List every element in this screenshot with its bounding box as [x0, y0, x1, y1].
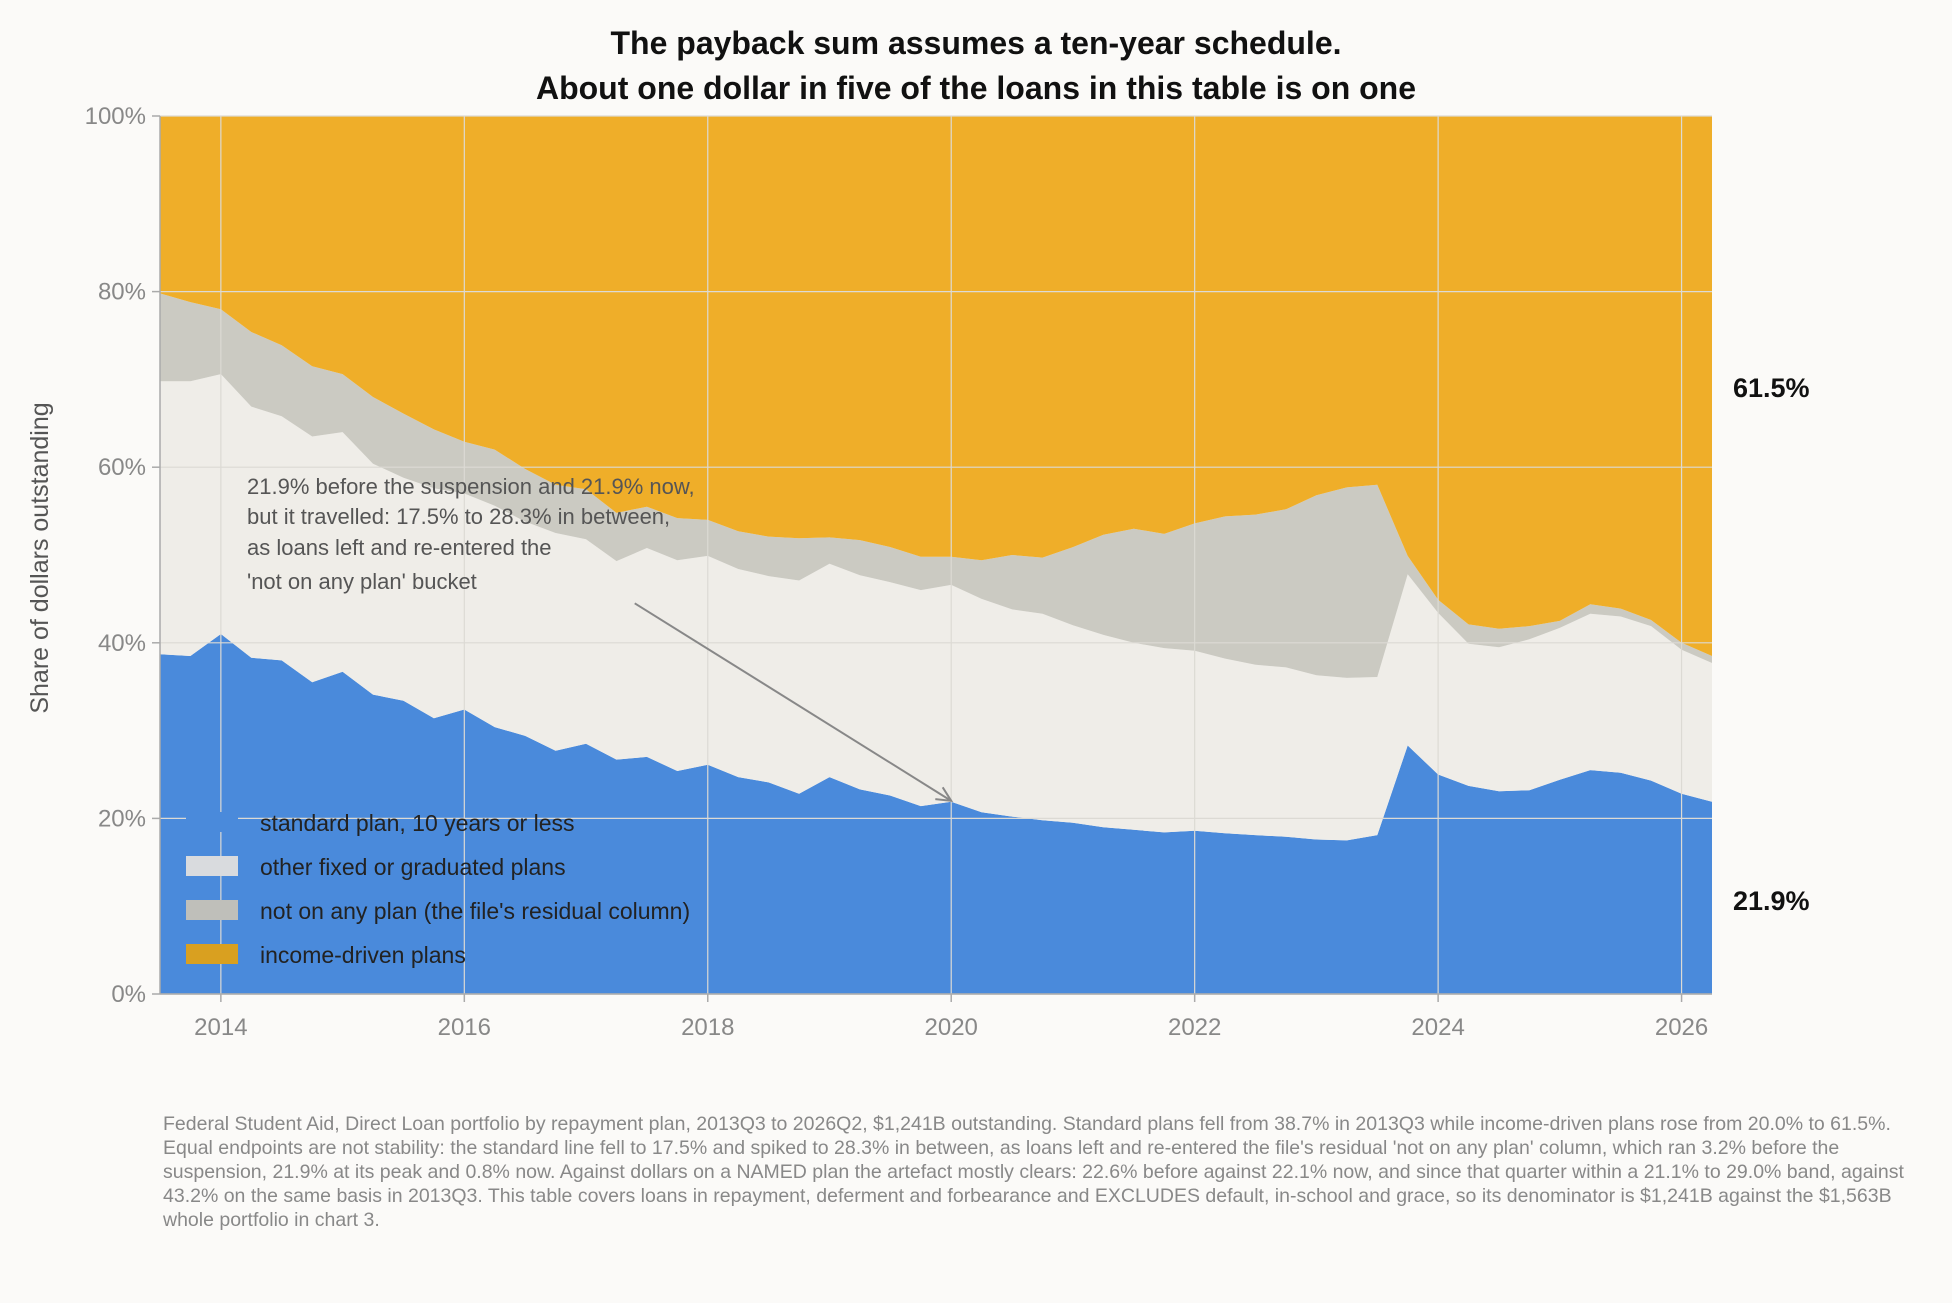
annotation-line-4: 'not on any plan' bucket	[247, 569, 477, 594]
legend-swatch-other	[186, 856, 238, 876]
x-tick-label: 2014	[194, 1014, 247, 1041]
annotation: 21.9% before the suspension and 21.9% no…	[247, 474, 954, 803]
annotation-arrowhead	[935, 786, 954, 803]
y-tick-label: 60%	[98, 454, 146, 481]
y-tick-label: 100%	[85, 103, 146, 130]
chart-title-line-2: About one dollar in five of the loans in…	[536, 70, 1416, 106]
axes: 0% 20% 40% 60% 80% 100% 2014 2016 2018 2020 2022 20…	[85, 103, 1712, 1041]
y-tick-label: 0%	[111, 981, 146, 1008]
annotation-line-1: 21.9% before the suspension and 21.9% no…	[247, 474, 695, 499]
legend-label-idr: income-driven plans	[260, 942, 466, 968]
gridlines	[160, 115, 1712, 995]
legend-label-other: other fixed or graduated plans	[260, 854, 566, 880]
area-idr	[160, 116, 1712, 656]
x-tick-label: 2026	[1655, 1014, 1708, 1041]
y-tick-label: 80%	[98, 279, 146, 306]
end-label-idr: 61.5%	[1733, 373, 1810, 403]
x-tick-label: 2016	[438, 1014, 491, 1041]
stacked-areas	[160, 116, 1712, 994]
end-label-standard: 21.9%	[1733, 886, 1810, 916]
legend: standard plan, 10 years or less other fi…	[186, 810, 690, 968]
annotation-line-2: but it travelled: 17.5% to 28.3% in betw…	[247, 504, 670, 529]
annotation-line-3: as loans left and re-entered the	[247, 535, 552, 560]
legend-swatch-standard	[186, 812, 238, 832]
x-tick-label: 2018	[681, 1014, 734, 1041]
legend-label-standard: standard plan, 10 years or less	[260, 810, 575, 836]
x-tick-label: 2020	[925, 1014, 978, 1041]
legend-label-none: not on any plan (the file's residual col…	[260, 898, 690, 924]
annotation-arrow	[634, 602, 952, 802]
x-tick-label: 2024	[1411, 1014, 1464, 1041]
x-tick-label: 2022	[1168, 1014, 1221, 1041]
area-other	[160, 374, 1712, 841]
footnote: Federal Student Aid, Direct Loan portfol…	[163, 1113, 1904, 1231]
y-tick-label: 40%	[98, 630, 146, 657]
y-tick-label: 20%	[98, 805, 146, 832]
y-axis-label: Share of dollars outstanding	[26, 402, 54, 713]
legend-swatch-none	[186, 900, 238, 920]
area-standard	[160, 634, 1712, 994]
area-none	[160, 293, 1712, 678]
chart: The payback sum assumes a ten-year sched…	[26, 25, 1810, 1041]
chart-title-line-1: The payback sum assumes a ten-year sched…	[611, 25, 1342, 61]
legend-swatch-idr	[186, 944, 238, 964]
